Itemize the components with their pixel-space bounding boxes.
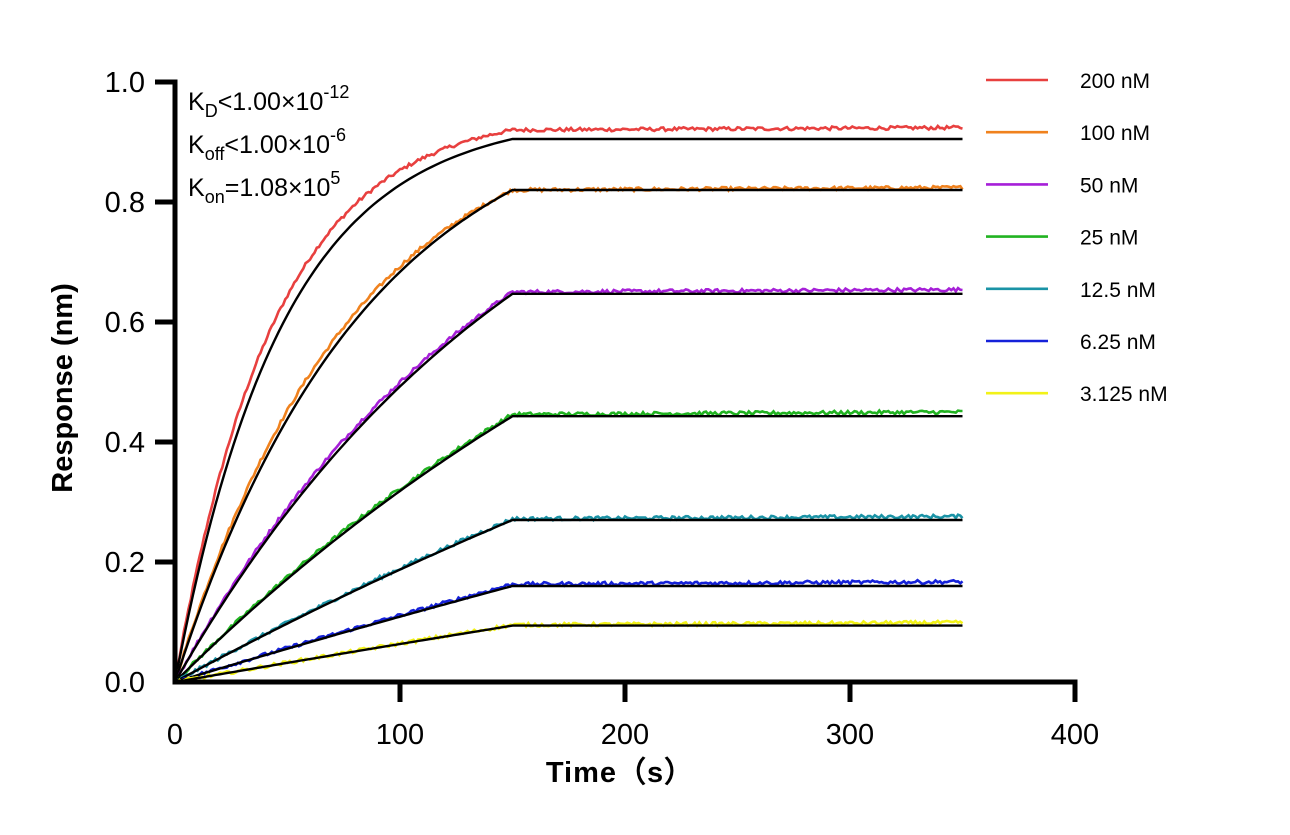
fit-curve <box>173 188 963 683</box>
legend-label: 25 nM <box>1080 227 1138 250</box>
fit-curve <box>174 415 963 683</box>
curves-layer <box>173 124 964 684</box>
y-axis-title: Response (nm) <box>47 283 79 492</box>
measured-curve <box>174 513 964 683</box>
legend-label: 3.125 nM <box>1080 383 1168 406</box>
kinetic-constants: KD<1.00×10-12 Koff<1.00×10-6 Kon=1.08×105 <box>188 82 349 207</box>
y-tick-label: 1.0 <box>105 67 145 99</box>
measured-curve <box>175 619 964 684</box>
x-tick-label: 100 <box>376 719 424 751</box>
measured-curve <box>174 578 964 684</box>
fit-curve <box>174 624 963 684</box>
kinetic-constant: KD<1.00×10-12 <box>188 82 349 121</box>
fit-curve <box>174 584 963 684</box>
x-tick-label: 400 <box>1051 719 1099 751</box>
measured-curve <box>173 124 963 683</box>
legend-label: 200 nM <box>1080 70 1150 93</box>
fit-curve <box>173 292 963 683</box>
legend-label: 50 nM <box>1080 174 1138 197</box>
y-tick-label: 0.4 <box>105 427 145 459</box>
x-axis-title: Time（s） <box>546 756 694 789</box>
measured-curve <box>174 408 963 684</box>
kinetic-constant: Koff<1.00×10-6 <box>188 125 346 164</box>
legend-label: 6.25 nM <box>1080 331 1156 354</box>
y-tick-label: 0.8 <box>105 187 145 219</box>
tick-labels-layer: 0 100 200 300 400 0.0 0.2 0.4 0.6 0.8 1.0 <box>105 67 1100 751</box>
x-tick-label: 0 <box>167 719 183 751</box>
kinetic-constant: Kon=1.08×105 <box>188 168 340 207</box>
fit-curve <box>174 518 963 684</box>
fit-curve <box>173 137 963 683</box>
measured-curve <box>173 184 964 683</box>
y-tick-label: 0.6 <box>105 307 145 339</box>
x-tick-label: 200 <box>601 719 649 751</box>
x-tick-label: 300 <box>826 719 874 751</box>
legend: 200 nM 100 nM 50 nM 25 nM 12.5 nM 6.25 nM 3.12… <box>986 70 1168 406</box>
y-tick-label: 0.0 <box>105 667 145 699</box>
legend-label: 12.5 nM <box>1080 279 1156 302</box>
y-tick-label: 0.2 <box>105 547 145 579</box>
axes-layer <box>155 79 1078 702</box>
legend-label: 100 nM <box>1080 122 1150 145</box>
